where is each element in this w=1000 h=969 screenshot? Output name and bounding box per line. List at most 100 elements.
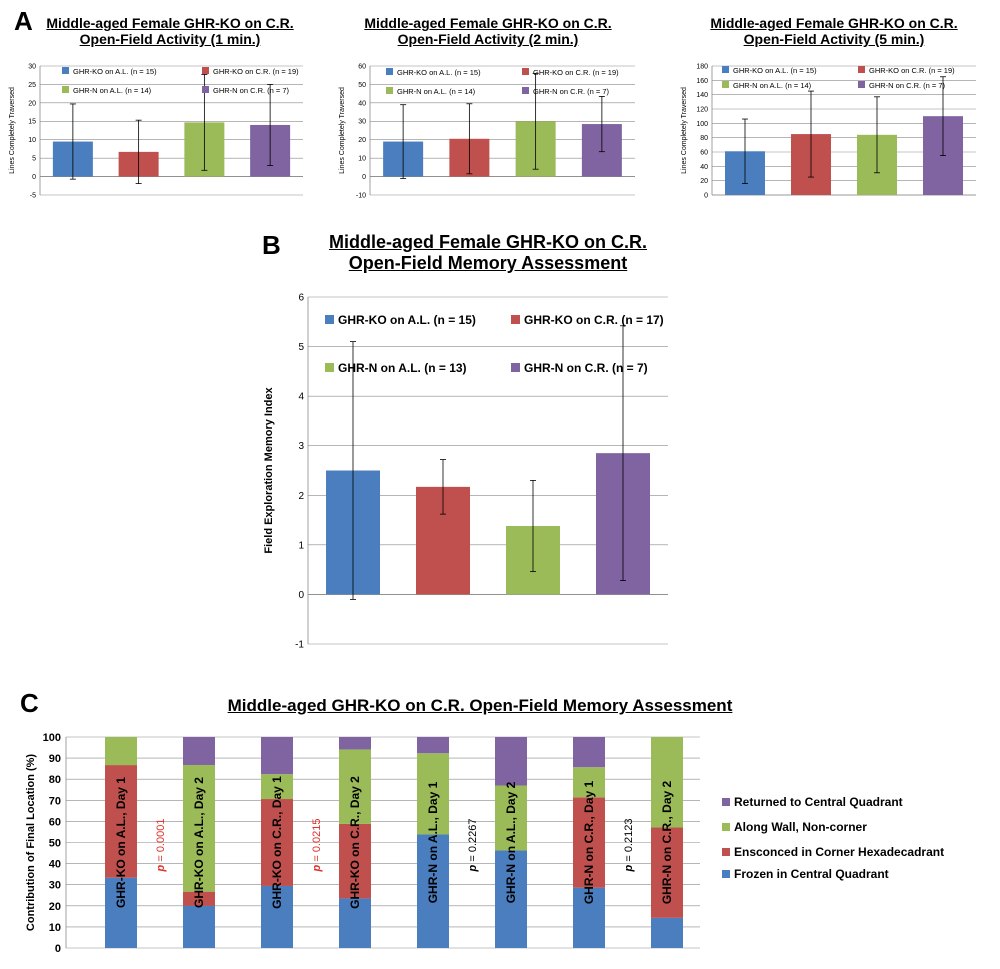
stacked-bar-segment [573,887,605,948]
category-label: GHR-KO on C.R., Day 2 [348,776,362,909]
stacked-bar-segment [339,823,371,899]
p-value: = 0.0001 [155,819,167,865]
legend-swatch [722,81,729,88]
p-symbol: p [467,864,479,872]
p-symbol: p [155,864,167,872]
y-tick-label: 5 [298,342,304,353]
y-tick-label: 0 [55,943,61,955]
chart-title-1min: Middle-aged Female GHR-KO on C.R. Open-F… [40,15,300,47]
p-value: = 0.0215 [311,819,323,865]
p-value: = 0.2123 [623,819,635,865]
chart-title-5min-line2: Open-Field Activity (5 min.) [743,31,925,48]
chart-title-5min: Middle-aged Female GHR-KO on C.R. Open-F… [696,15,972,47]
y-tick-label: 0 [32,174,36,181]
y-tick-label: 60 [700,149,708,156]
chart-final-location: 0 10 20 30 40 50 60 70 80 90 100 Contribution of Fi… [25,732,944,955]
legend-label: GHR-KO on C.R. (n = 19) [869,66,955,75]
y-tick-label: 1 [298,540,304,551]
y-tick-label: 120 [696,106,708,113]
legend-label: GHR-KO on A.L. (n = 15) [733,66,817,75]
y-tick-label: 4 [298,392,304,403]
legend-swatch [722,870,730,878]
y-axis-label: Field Exploration Memory Index [263,386,275,553]
y-tick-label: 50 [358,82,366,89]
chart-title-1min-line1: Middle-aged Female GHR-KO on C.R. [46,15,294,31]
y-tick-label: 20 [358,137,366,144]
legend-label: GHR-N on C.R. (n = 7) [213,86,290,95]
y-tick-label: -5 [30,192,36,199]
y-tick-label: 70 [49,795,61,807]
p-value-annotation: p = 0.0001 [155,819,167,873]
y-tick-label: -1 [295,640,304,651]
legend-label: GHR-KO on A.L. (n = 15) [397,68,481,77]
chart-title-memory: Middle-aged Female GHR-KO on C.R. Open-F… [268,232,708,273]
stacked-bar-segment [261,885,293,948]
legend-label: Returned to Central Quadrant [734,795,903,809]
chart-title-5min-line1: Middle-aged Female GHR-KO on C.R. [710,15,958,31]
chart-memory: -1 0 1 2 3 4 5 6 Field Exploration Memory Index G… [263,293,668,651]
category-label: GHR-N on C.R., Day 1 [582,781,596,905]
legend-swatch [511,315,520,324]
legend-swatch [522,68,529,75]
legend-swatch [858,66,865,73]
y-tick-label: 6 [298,293,304,304]
legend-swatch [858,81,865,88]
stacked-bar-segment [573,797,605,888]
p-value: = 0.2267 [467,819,479,865]
y-tick-label: 0 [298,590,304,601]
stacked-bar-segment [573,737,605,768]
legend-label: GHR-N on C.R. (n = 7) [524,361,648,375]
y-tick-label: 40 [49,859,61,871]
p-symbol: p [311,864,323,872]
y-tick-label: -10 [356,192,366,199]
stacked-bar-segment [261,799,293,886]
chart-1min: -5 0 5 10 15 20 25 30 Lines Completely Traversed… [9,63,303,199]
legend-swatch [722,798,730,806]
stacked-bar-segment [339,898,371,948]
legend-swatch [62,86,69,93]
y-tick-label: 20 [49,901,61,913]
chart-title-2min: Middle-aged Female GHR-KO on C.R. Open-F… [352,15,624,47]
p-value-annotation: p = 0.2267 [467,819,479,873]
chart-title-1min-line2: Open-Field Activity (1 min.) [79,31,261,48]
legend-label: Frozen in Central Quadrant [734,867,889,881]
legend-swatch [325,363,334,372]
p-value-annotation: p = 0.0215 [311,819,323,873]
legend-label: GHR-N on A.L. (n = 13) [338,361,467,375]
legend-label: GHR-KO on C.R. (n = 19) [213,67,299,76]
category-label: GHR-N on A.L., Day 2 [504,781,518,903]
stacked-bar-segment [105,737,137,766]
stacked-bar-segment [105,877,137,948]
stacked-bar-segment [339,737,371,750]
y-tick-label: 30 [358,119,366,126]
y-tick-label: 40 [700,164,708,171]
category-label: GHR-KO on C.R., Day 1 [270,776,284,909]
y-tick-label: 80 [700,135,708,142]
y-axis-label: Contribution of Final Location (%) [25,754,37,932]
y-tick-label: 80 [49,774,61,786]
stacked-bar-segment [105,765,137,878]
legend-swatch [202,67,209,74]
legend-label: GHR-KO on C.R. (n = 17) [524,313,664,327]
y-tick-label: 30 [49,880,61,892]
y-tick-label: 90 [49,753,61,765]
chart-2min: -10 0 10 20 30 40 50 60 Lines Completely Travers… [339,63,635,199]
y-axis-label: Lines Completely Traversed [681,87,688,174]
legend-label: GHR-N on C.R. (n = 7) [533,87,610,96]
y-tick-label: 15 [28,119,36,126]
legend-swatch [722,848,730,856]
legend-label: Ensconced in Corner Hexadecadrant [734,845,944,859]
chart-title-2min-line1: Middle-aged Female GHR-KO on C.R. [364,15,612,31]
legend-label: GHR-KO on C.R. (n = 19) [533,68,619,77]
stacked-bar-segment [417,737,449,754]
p-symbol: p [623,864,635,872]
y-tick-label: 180 [696,63,708,70]
y-tick-label: 60 [358,63,366,70]
y-tick-label: 10 [28,137,36,144]
stacked-bar-segment [651,917,683,948]
chart-title-2min-line2: Open-Field Activity (2 min.) [397,31,579,48]
y-tick-label: 0 [704,192,708,199]
chart-title-location: Middle-aged GHR-KO on C.R. Open-Field Me… [227,696,733,715]
stacked-bar-segment [417,834,449,948]
